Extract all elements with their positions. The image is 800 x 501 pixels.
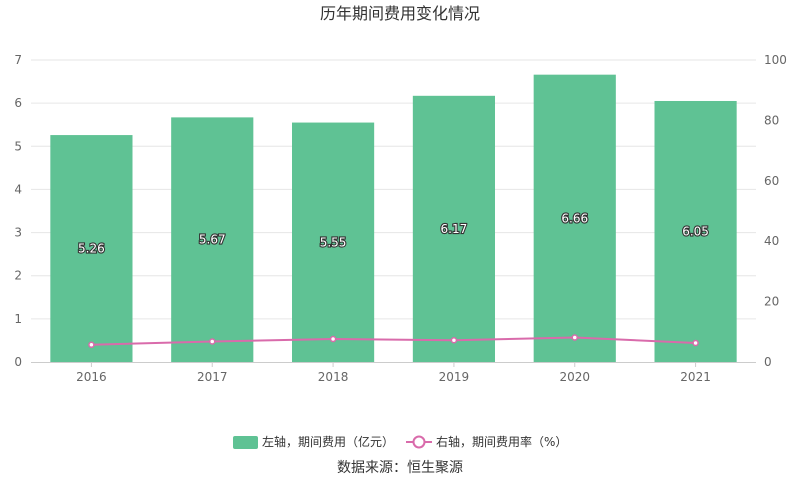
y-left-tick-label: 5 <box>14 139 22 153</box>
y-left-tick-label: 2 <box>14 269 22 283</box>
x-tick-label: 2019 <box>439 370 470 384</box>
line-point <box>209 338 216 345</box>
line-path <box>91 336 696 346</box>
legend-line-label: 右轴，期间费用率（%） <box>436 434 567 449</box>
source-text: 数据来源：恒生聚源 <box>337 460 463 476</box>
y-right-tick-label: 40 <box>764 234 779 248</box>
y-left-tick-label: 0 <box>14 355 22 369</box>
bar-data-labels: 5.26 5.67 5.55 6.17 6.66 6.05 <box>77 210 710 256</box>
line-point <box>571 334 578 341</box>
x-tick-label: 2020 <box>559 370 590 384</box>
y-right-tick-label: 100 <box>764 53 787 67</box>
line-point <box>329 335 337 343</box>
y-right-tick-label: 0 <box>764 355 772 369</box>
y-left-tick-label: 6 <box>14 96 22 110</box>
bar-data-label: 5.55 <box>320 235 347 249</box>
chart-title: 历年期间费用变化情况 <box>320 4 480 23</box>
line-point <box>450 337 458 344</box>
legend-line-marker <box>412 435 426 449</box>
bar-series <box>50 74 737 363</box>
legend: 左轴，期间费用（亿元） 右轴，期间费用率（%） <box>233 434 567 449</box>
bar <box>50 135 133 362</box>
bar <box>412 95 495 363</box>
x-tick-label: 2018 <box>318 370 349 384</box>
y-left-tick-label: 7 <box>14 53 22 67</box>
bar-data-label: 6.17 <box>441 222 468 236</box>
bar-data-label: 6.66 <box>561 211 588 225</box>
axes: 0 1 2 3 4 5 6 7 0 20 40 60 80 100 2016 2017 2018 2019 2020… <box>14 53 787 384</box>
bar-data-label: 6.05 <box>682 224 709 238</box>
y-right-tick-label: 20 <box>764 295 779 309</box>
x-tick-label: 2016 <box>76 370 107 384</box>
bar <box>533 74 616 362</box>
y-right-tick-label: 60 <box>764 174 779 188</box>
grid <box>31 59 756 320</box>
y-left-tick-label: 4 <box>14 182 22 196</box>
bar <box>292 122 375 362</box>
bar <box>171 117 254 362</box>
x-tick-label: 2021 <box>680 370 711 384</box>
line-point <box>88 341 95 349</box>
y-left-tick-label: 3 <box>14 226 22 240</box>
bar <box>654 100 737 362</box>
legend-bar-swatch <box>233 436 258 449</box>
y-left-tick-label: 1 <box>14 312 22 326</box>
legend-bar-label: 左轴，期间费用（亿元） <box>262 434 394 449</box>
bar-data-label: 5.26 <box>78 242 105 256</box>
line-series <box>88 334 699 349</box>
x-tick-label: 2017 <box>197 370 228 384</box>
line-point <box>692 339 699 347</box>
bar-data-label: 5.67 <box>199 233 226 247</box>
y-right-tick-label: 80 <box>764 113 779 127</box>
